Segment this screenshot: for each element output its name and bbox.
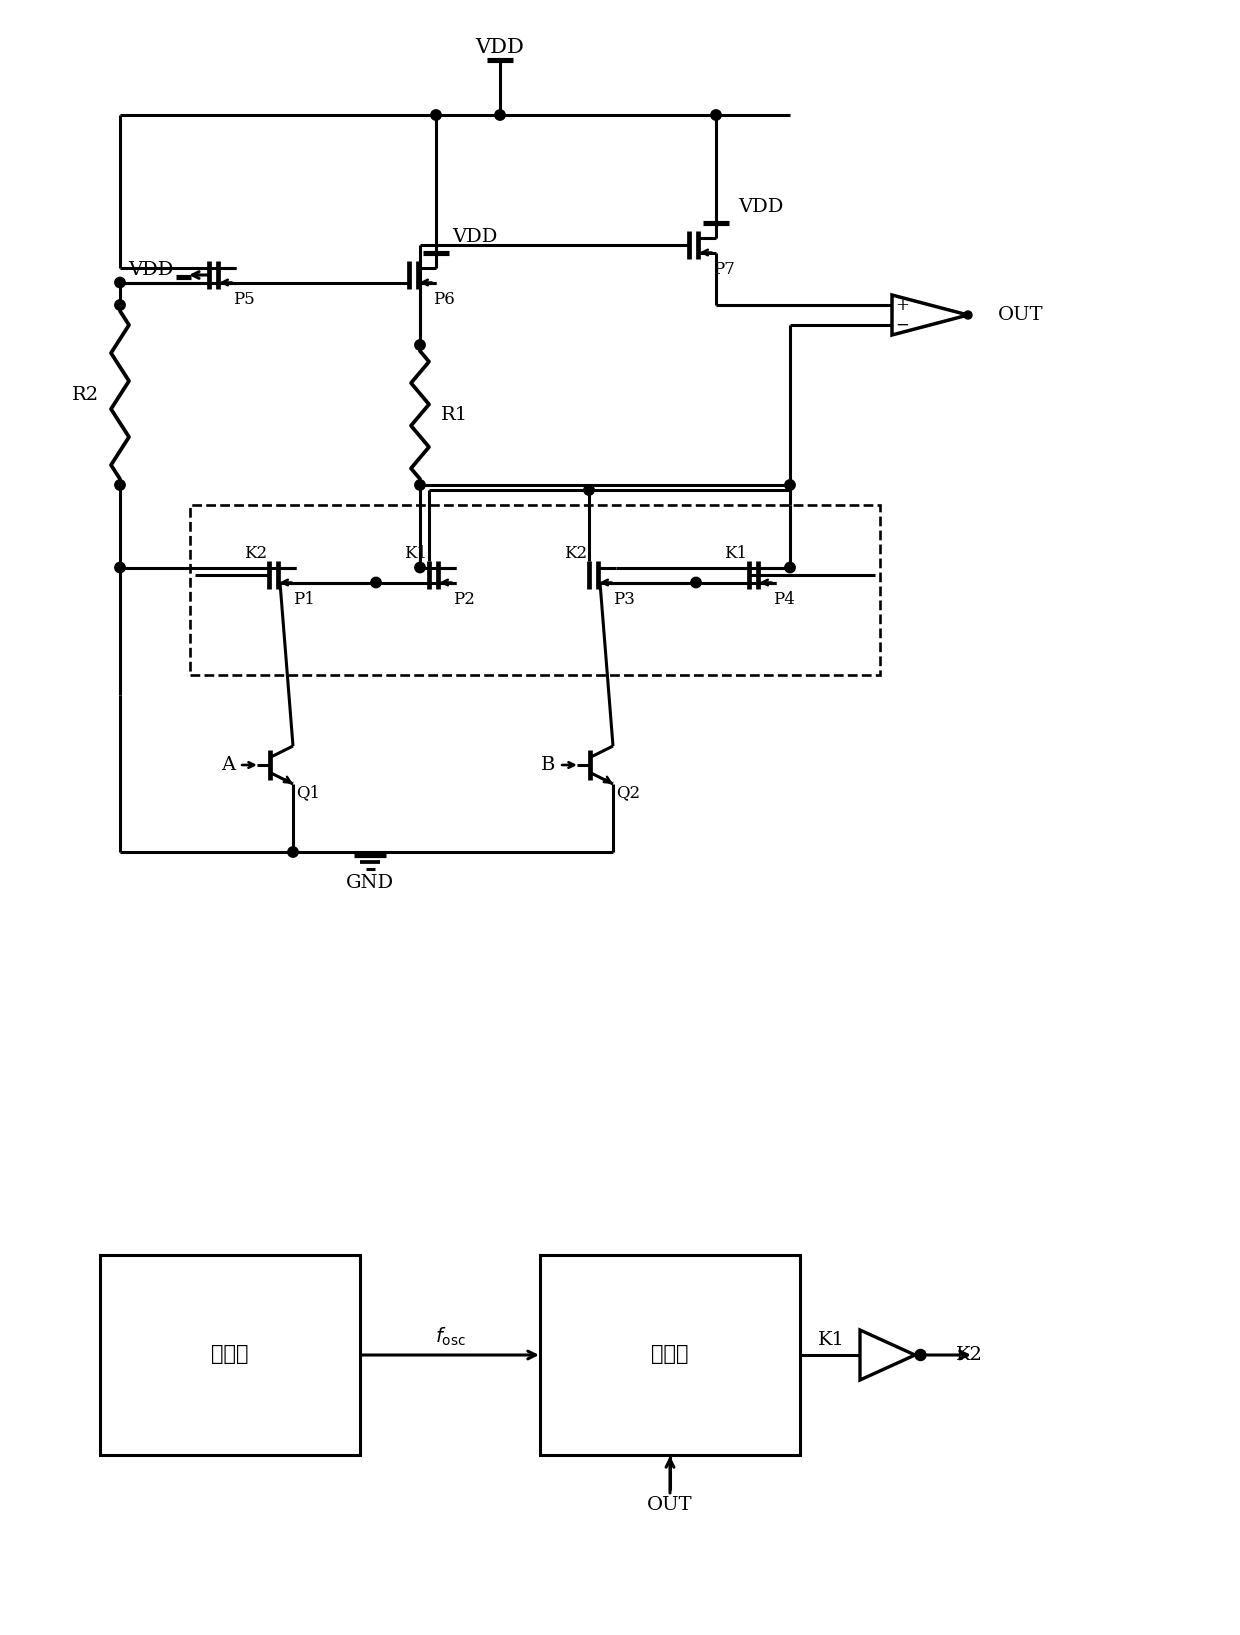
Circle shape <box>915 1349 926 1360</box>
Text: VDD: VDD <box>129 262 174 280</box>
Text: B: B <box>541 755 556 773</box>
Circle shape <box>115 278 125 288</box>
Text: P1: P1 <box>293 590 315 608</box>
Text: Q2: Q2 <box>616 785 640 801</box>
Circle shape <box>115 479 125 490</box>
Text: P4: P4 <box>773 590 795 608</box>
Circle shape <box>288 847 298 857</box>
Text: $f_{\rm osc}$: $f_{\rm osc}$ <box>434 1326 465 1349</box>
Circle shape <box>115 562 125 572</box>
Circle shape <box>584 486 594 495</box>
Text: VDD: VDD <box>453 227 497 245</box>
Text: VDD: VDD <box>476 38 525 57</box>
Circle shape <box>430 110 441 121</box>
Text: K1: K1 <box>724 544 746 561</box>
Circle shape <box>711 110 722 121</box>
Circle shape <box>115 299 125 311</box>
Text: OUT: OUT <box>998 306 1044 324</box>
Text: K2: K2 <box>244 544 267 561</box>
Text: +: + <box>895 296 909 314</box>
Circle shape <box>415 562 425 572</box>
Text: VDD: VDD <box>738 198 784 216</box>
Circle shape <box>371 577 381 587</box>
Text: R2: R2 <box>72 386 99 404</box>
Text: P6: P6 <box>433 291 455 307</box>
Text: K1: K1 <box>404 544 427 561</box>
Circle shape <box>963 311 972 319</box>
Circle shape <box>495 110 505 121</box>
Circle shape <box>415 479 425 490</box>
Text: K2: K2 <box>564 544 587 561</box>
Text: 振荡器: 振荡器 <box>211 1346 249 1365</box>
Text: R1: R1 <box>441 405 469 423</box>
Text: −: − <box>895 317 909 334</box>
Circle shape <box>691 577 701 587</box>
Text: 定时器: 定时器 <box>651 1346 688 1365</box>
Text: OUT: OUT <box>647 1496 693 1514</box>
Text: Q1: Q1 <box>296 785 320 801</box>
Text: GND: GND <box>346 875 394 893</box>
Text: A: A <box>221 755 236 773</box>
Circle shape <box>785 562 795 572</box>
Text: P2: P2 <box>453 590 475 608</box>
Text: P3: P3 <box>613 590 635 608</box>
Text: P7: P7 <box>713 260 735 278</box>
Text: K1: K1 <box>818 1331 844 1349</box>
Text: K2: K2 <box>956 1346 983 1364</box>
Circle shape <box>415 340 425 350</box>
Circle shape <box>785 479 795 490</box>
Text: P5: P5 <box>233 291 254 307</box>
